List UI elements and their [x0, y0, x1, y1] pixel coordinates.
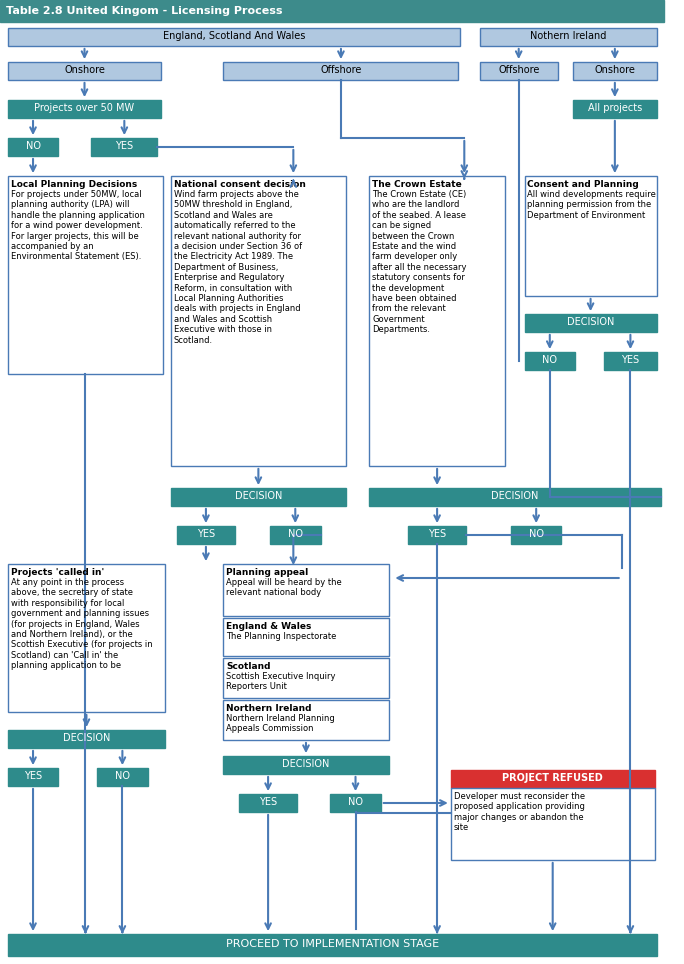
Bar — [480, 62, 557, 80]
Bar — [224, 756, 389, 774]
Text: YES: YES — [197, 529, 215, 539]
Bar — [8, 564, 165, 712]
Text: DECISION: DECISION — [63, 733, 110, 743]
Text: Developer must reconsider the
proposed application providing
major changes or ab: Developer must reconsider the proposed a… — [453, 792, 585, 832]
Text: Scottish Executive Inquiry
Reporters Unit: Scottish Executive Inquiry Reporters Uni… — [226, 672, 336, 691]
Bar — [91, 138, 157, 156]
Text: PROJECT REFUSED: PROJECT REFUSED — [502, 773, 603, 783]
Text: Onshore: Onshore — [64, 65, 105, 75]
Text: Nothern Ireland: Nothern Ireland — [530, 31, 607, 41]
Bar — [369, 176, 505, 466]
Bar — [8, 138, 58, 156]
Text: YES: YES — [428, 529, 446, 539]
Text: Table 2.8 United Kingom - Licensing Process: Table 2.8 United Kingom - Licensing Proc… — [6, 6, 282, 16]
Text: DECISION: DECISION — [235, 491, 282, 501]
Bar — [171, 176, 346, 466]
Bar — [270, 526, 321, 544]
Text: YES: YES — [24, 771, 42, 781]
Text: DECISION: DECISION — [567, 317, 614, 327]
Text: NO: NO — [288, 529, 303, 539]
Text: England, Scotland And Wales: England, Scotland And Wales — [163, 31, 305, 41]
Bar — [171, 488, 346, 506]
Bar — [97, 768, 148, 786]
Bar — [573, 100, 657, 118]
Text: Appeal will be heard by the
relevant national body: Appeal will be heard by the relevant nat… — [226, 578, 342, 598]
Bar — [573, 62, 657, 80]
Text: Planning appeal: Planning appeal — [226, 568, 308, 577]
Text: At any point in the process
above, the secretary of state
with responsibility fo: At any point in the process above, the s… — [11, 578, 153, 670]
Text: DECISION: DECISION — [491, 491, 538, 501]
Bar — [8, 730, 165, 748]
Bar — [224, 62, 458, 80]
Bar — [525, 314, 657, 332]
Text: YES: YES — [259, 797, 277, 807]
Text: NO: NO — [348, 797, 363, 807]
Bar — [369, 488, 661, 506]
Text: YES: YES — [116, 141, 133, 151]
Bar — [604, 352, 657, 370]
Text: Consent and Planning: Consent and Planning — [527, 180, 639, 189]
Bar — [525, 352, 575, 370]
Text: Offshore: Offshore — [320, 65, 362, 75]
Text: YES: YES — [621, 355, 640, 365]
Text: England & Wales: England & Wales — [226, 622, 312, 631]
Bar — [176, 526, 235, 544]
Text: The Planning Inspectorate: The Planning Inspectorate — [226, 632, 337, 641]
Bar — [224, 618, 389, 656]
Text: Scotland: Scotland — [226, 662, 271, 671]
Text: For projects under 50MW, local
planning authority (LPA) will
handle the planning: For projects under 50MW, local planning … — [11, 190, 144, 261]
Text: NO: NO — [542, 355, 557, 365]
Bar — [408, 526, 466, 544]
Bar — [8, 176, 163, 374]
Bar — [239, 794, 298, 812]
Bar — [451, 788, 655, 860]
Text: The Crown Estate (CE)
who are the landlord
of the seabed. A lease
can be signed
: The Crown Estate (CE) who are the landlo… — [372, 190, 466, 335]
Bar — [480, 28, 657, 46]
Text: Projects 'called in': Projects 'called in' — [11, 568, 104, 577]
Text: Northern Ireland Planning
Appeals Commission: Northern Ireland Planning Appeals Commis… — [226, 714, 335, 734]
Bar — [8, 100, 161, 118]
Bar — [224, 564, 389, 616]
Text: Offshore: Offshore — [498, 65, 540, 75]
Bar — [525, 176, 657, 296]
Bar — [8, 62, 161, 80]
Text: Northern Ireland: Northern Ireland — [226, 704, 312, 713]
Text: Onshore: Onshore — [594, 65, 635, 75]
Text: All wind developments require
planning permission from the
Department of Environ: All wind developments require planning p… — [527, 190, 657, 220]
Text: Projects over 50 MW: Projects over 50 MW — [34, 103, 135, 113]
Bar — [0, 0, 664, 22]
Bar — [224, 700, 389, 740]
Text: Wind farm projects above the
50MW threshold in England,
Scotland and Wales are
a: Wind farm projects above the 50MW thresh… — [174, 190, 302, 344]
Bar — [8, 934, 657, 956]
Bar — [330, 794, 381, 812]
Text: National consent decision: National consent decision — [174, 180, 306, 189]
Text: NO: NO — [25, 141, 40, 151]
Bar — [511, 526, 562, 544]
Bar — [224, 658, 389, 698]
Bar — [451, 770, 655, 788]
Bar — [8, 768, 58, 786]
Text: Local Planning Decisions: Local Planning Decisions — [11, 180, 137, 189]
Bar — [8, 28, 460, 46]
Text: PROCEED TO IMPLEMENTATION STAGE: PROCEED TO IMPLEMENTATION STAGE — [226, 939, 438, 949]
Text: NO: NO — [529, 529, 544, 539]
Text: DECISION: DECISION — [282, 759, 330, 769]
Text: NO: NO — [115, 771, 130, 781]
Text: The Crown Estate: The Crown Estate — [372, 180, 462, 189]
Text: All projects: All projects — [588, 103, 642, 113]
